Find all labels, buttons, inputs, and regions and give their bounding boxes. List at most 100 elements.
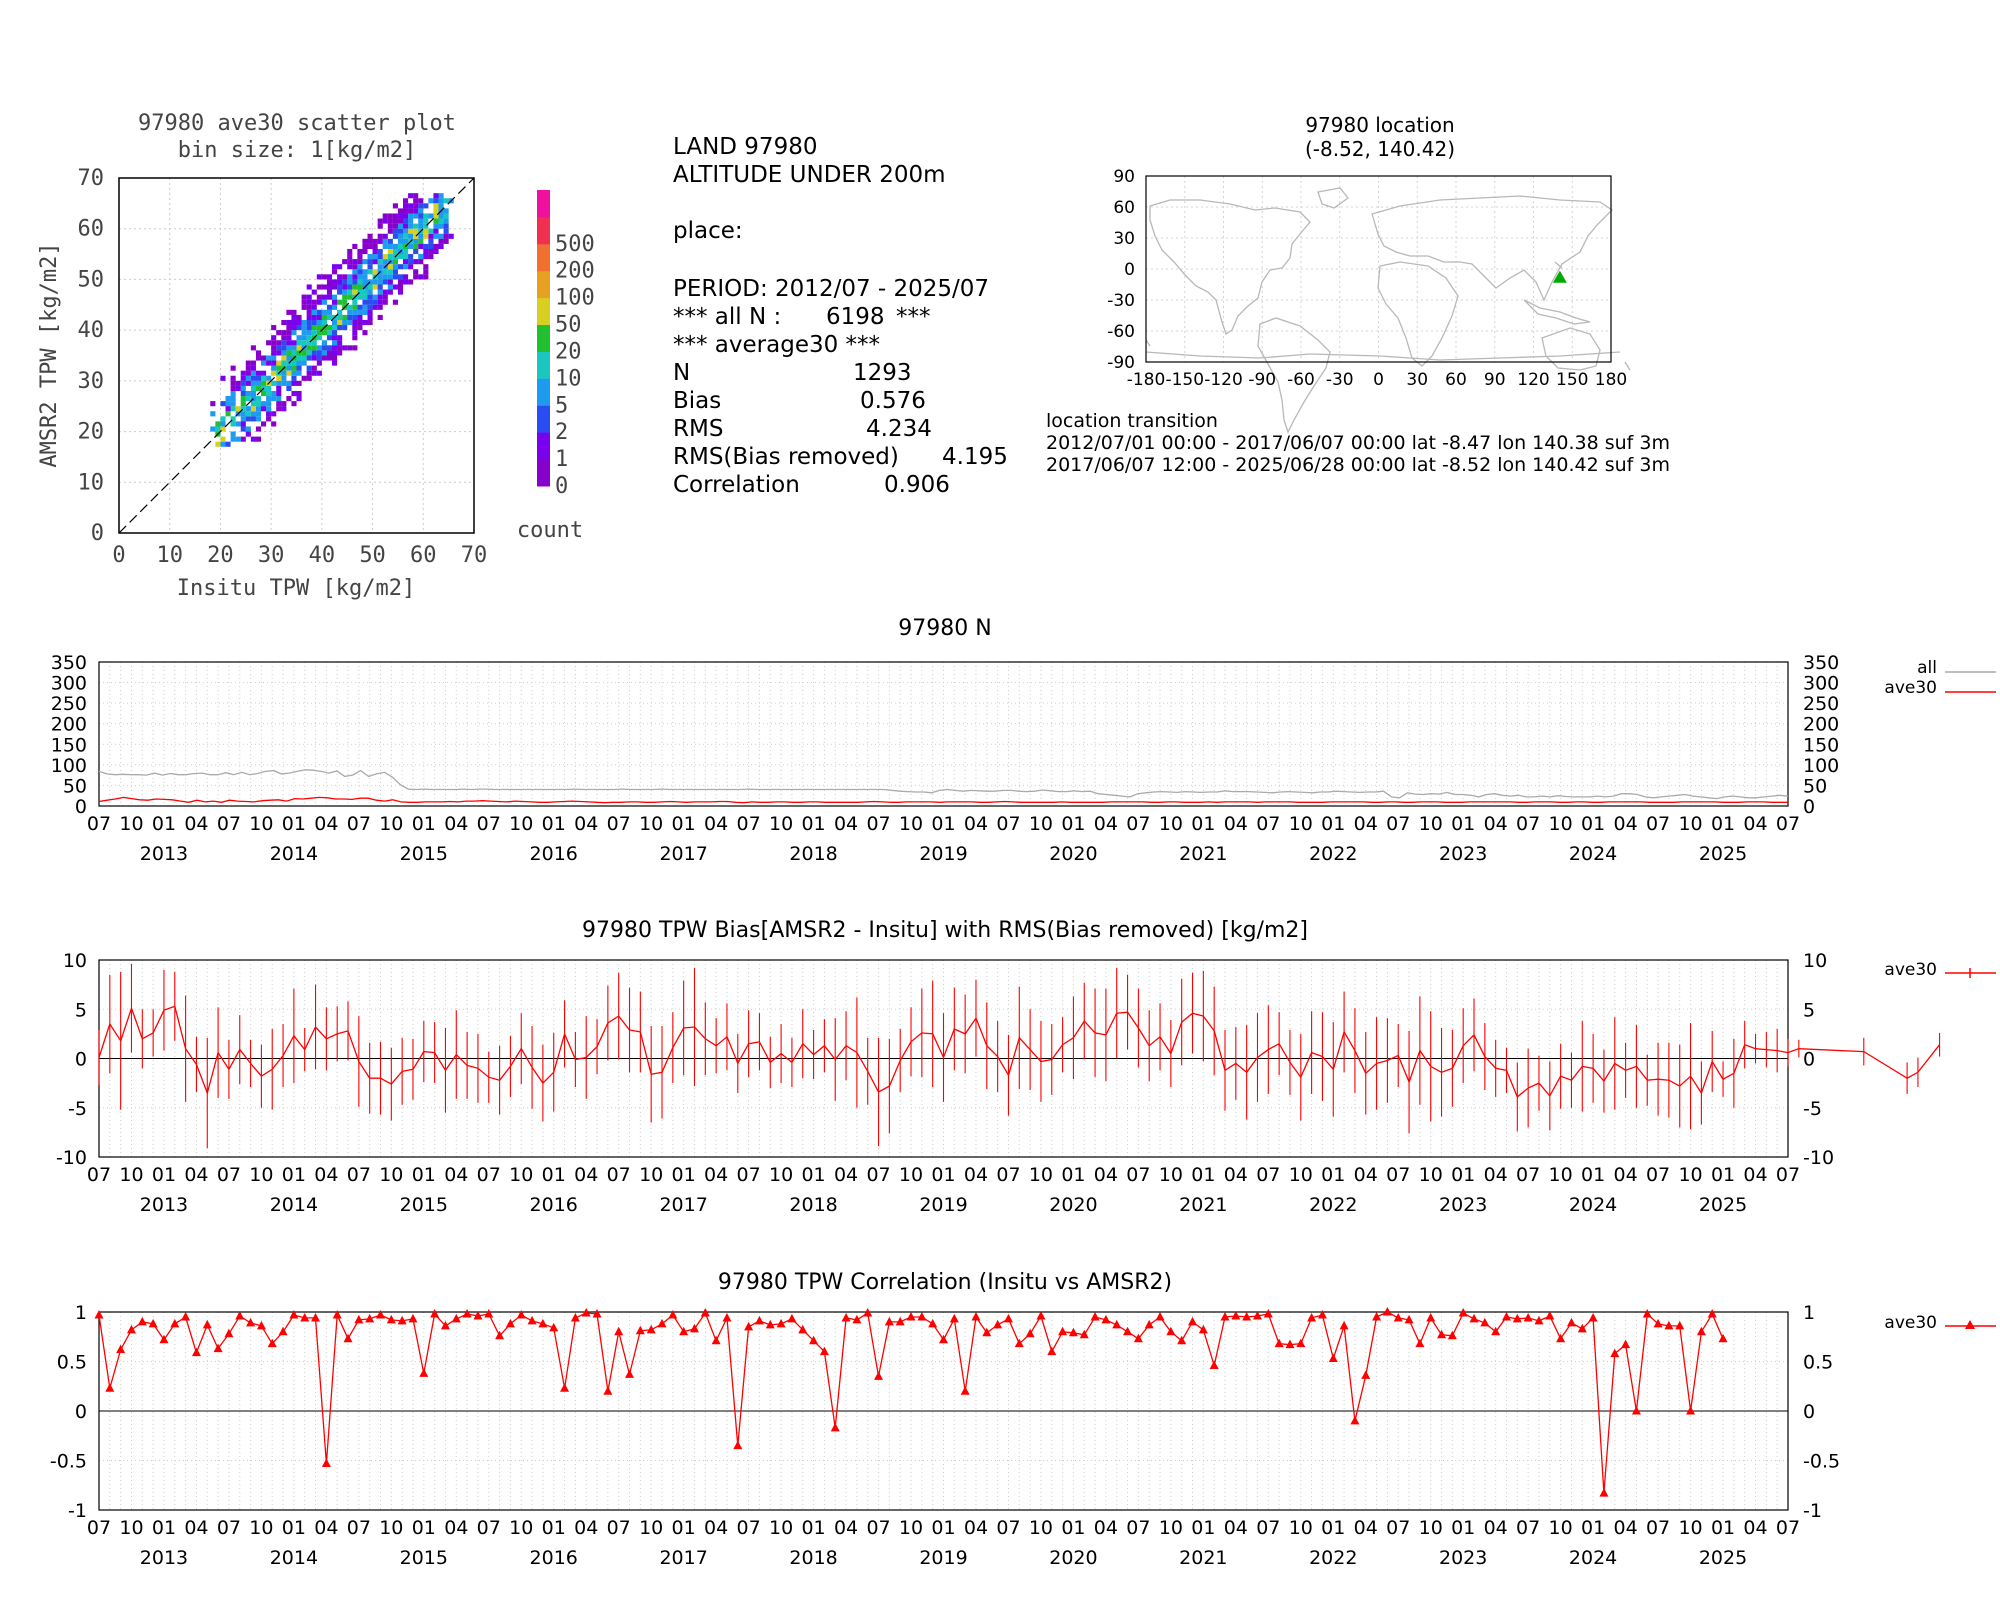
scatter-bin <box>367 319 373 326</box>
scatter-bin <box>306 375 312 381</box>
scatter-bin <box>443 213 449 219</box>
scatter-bin <box>382 279 388 285</box>
ts-point-marker <box>1502 1311 1511 1321</box>
scatter-bin <box>387 243 393 249</box>
scatter-bin <box>240 375 246 381</box>
scatter-bin <box>413 274 419 280</box>
scatter-bin <box>326 279 333 285</box>
ts-month-label: 04 <box>964 813 988 835</box>
scatter-bin <box>403 238 409 244</box>
scatter-bin <box>230 390 236 397</box>
scatter-bin <box>332 294 338 300</box>
scatter-bin <box>357 284 363 290</box>
ts-year-label: 2019 <box>919 1547 967 1569</box>
scatter-bin <box>337 319 343 326</box>
ts-y-tick-left: -0.5 <box>50 1451 87 1473</box>
scatter-bin <box>357 289 363 295</box>
ts-point-marker <box>1642 1308 1652 1318</box>
ts-point-marker <box>917 1311 927 1321</box>
scatter-bin <box>266 411 272 417</box>
ts-month-label: 04 <box>574 1164 598 1186</box>
ts-point-marker <box>181 1311 191 1321</box>
scatter-bin <box>286 335 292 341</box>
ts-point-marker <box>1588 1312 1598 1322</box>
scatter-bin <box>281 375 287 381</box>
scatter-bin <box>372 294 378 300</box>
map-y-tick-label: -90 <box>1107 353 1135 373</box>
scatter-bin <box>311 370 317 376</box>
ts-year-label: 2024 <box>1569 1194 1617 1216</box>
scatter-bin <box>255 355 262 361</box>
scatter-bin <box>408 213 414 219</box>
scatter-bin <box>387 228 393 234</box>
scatter-bin <box>377 299 383 305</box>
ts-y-tick-right: 10 <box>1803 950 1827 972</box>
scatter-bin <box>286 350 292 356</box>
scatter-bin <box>357 279 363 285</box>
ts-month-label: 04 <box>834 1517 858 1539</box>
ts-point-marker <box>1101 1314 1111 1324</box>
ts-month-label: 01 <box>1711 813 1735 835</box>
map-x-tick-label: 120 <box>1517 370 1549 390</box>
scatter-bin <box>392 269 398 275</box>
scatter-bin <box>245 396 251 402</box>
scatter-bin <box>377 304 383 310</box>
ts-year-label: 2015 <box>400 1547 448 1569</box>
ts-point-marker <box>560 1383 570 1392</box>
scatter-bin <box>342 325 348 331</box>
stat-rms-label: RMS <box>673 416 723 442</box>
scatter-bin <box>418 213 424 219</box>
transition-title: location transition <box>1046 410 1218 432</box>
ts-year-label: 2022 <box>1309 1194 1357 1216</box>
ts-year-label: 2016 <box>530 1194 578 1216</box>
scatter-bin <box>291 309 297 315</box>
scatter-bin <box>311 350 317 356</box>
ts-y-tick-right: -5 <box>1803 1098 1822 1120</box>
ts-year-label: 2025 <box>1699 1547 1747 1569</box>
scatter-bin <box>352 264 358 270</box>
scatter-bin <box>311 319 317 326</box>
scatter-bin <box>321 345 327 351</box>
scatter-bin <box>403 233 409 239</box>
ts-point-marker <box>343 1333 353 1343</box>
ts-month-label: 04 <box>704 813 728 835</box>
scatter-bin <box>372 284 378 290</box>
ts-point-marker <box>830 1422 840 1432</box>
ts-month-label: 07 <box>477 1164 501 1186</box>
scatter-bin <box>362 309 368 315</box>
ts-point-marker <box>1317 1309 1327 1319</box>
scatter-bin <box>230 380 236 386</box>
ts-month-label: 04 <box>314 813 338 835</box>
scatter-bin <box>413 243 419 249</box>
scatter-bin <box>332 269 338 275</box>
ts-y-tick-left: 1 <box>75 1302 87 1324</box>
scatter-bin <box>261 421 267 427</box>
scatter-bin <box>255 426 262 432</box>
scatter-bin <box>240 370 246 376</box>
antarctica-coast <box>1145 351 1621 361</box>
ts-point-marker <box>137 1316 147 1326</box>
ts-point-marker <box>646 1324 656 1334</box>
ts-y-tick-left: 100 <box>51 755 87 777</box>
scatter-bin <box>240 436 246 442</box>
scatter-bin <box>230 436 236 442</box>
scatter-bin <box>357 325 363 331</box>
scatter-bin <box>397 274 404 280</box>
scatter-bin <box>220 436 226 442</box>
ts-month-label: 01 <box>1581 1517 1605 1539</box>
scatter-bin <box>250 406 256 412</box>
scatter-bin <box>347 279 353 285</box>
map-y-tick-label: -30 <box>1107 291 1135 311</box>
ts-month-label: 10 <box>379 813 403 835</box>
ts-point-marker <box>1447 1330 1457 1340</box>
scatter-bin <box>332 355 338 361</box>
scatter-bin <box>423 254 429 260</box>
all-n-value: 6198 <box>826 304 885 330</box>
scatter-bin <box>281 380 287 386</box>
stats-panel: LAND 97980 ALTITUDE UNDER 200m place: PE… <box>673 134 1008 498</box>
ts-point-marker <box>1058 1326 1068 1336</box>
ts-point-marker <box>1491 1326 1501 1336</box>
scatter-bin <box>306 319 312 326</box>
scatter-bin <box>240 380 246 386</box>
